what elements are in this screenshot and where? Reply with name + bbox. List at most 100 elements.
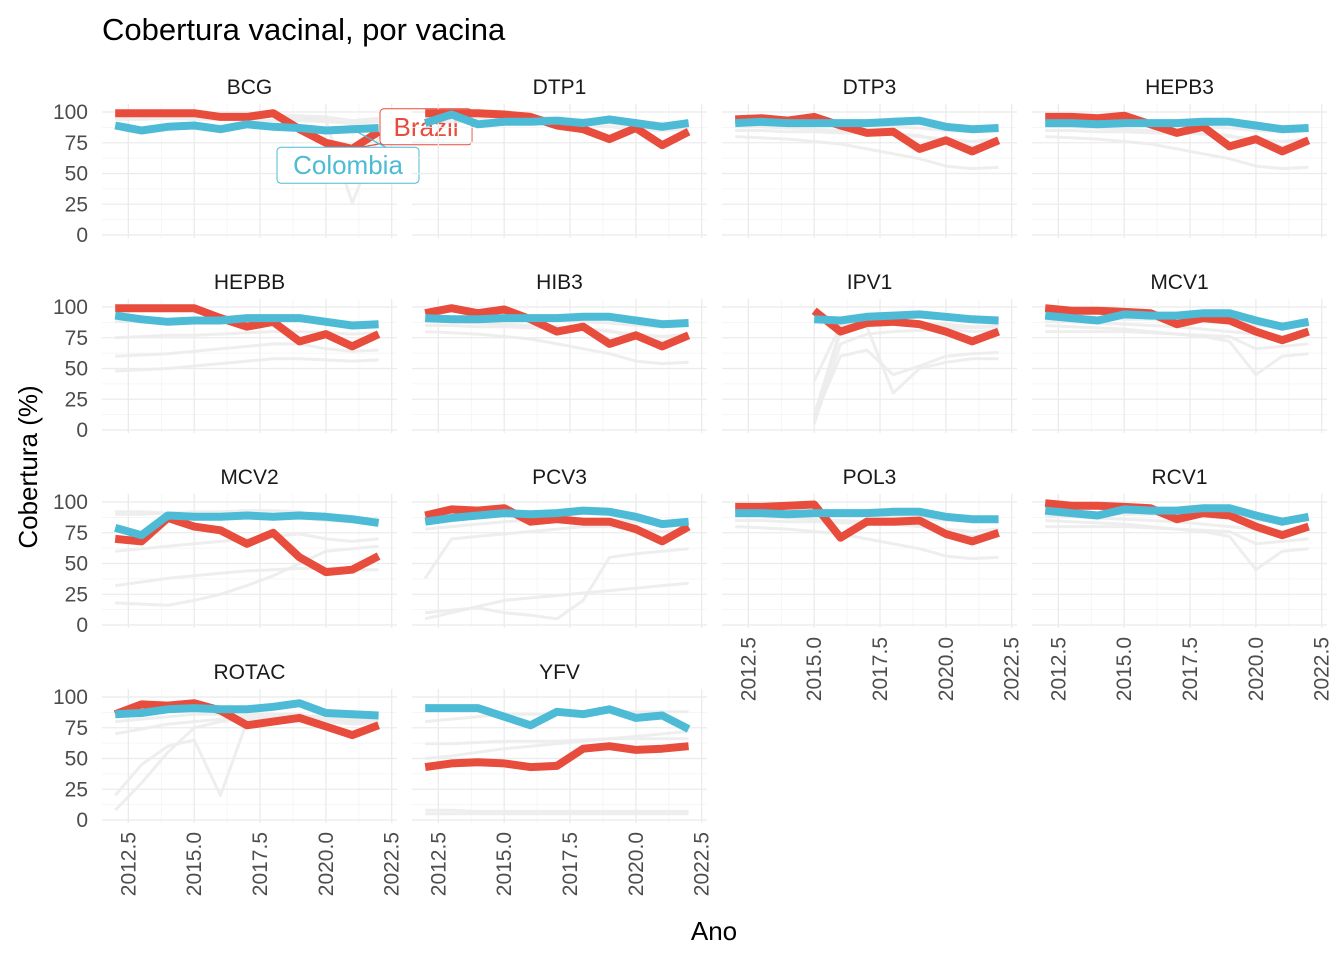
other-country-line xyxy=(114,714,379,812)
other-country-line xyxy=(115,330,379,340)
series-line-brazil xyxy=(424,742,689,772)
panel-hib3: HIB3 xyxy=(412,271,707,433)
other-country-line xyxy=(424,581,689,621)
series-line-brazil xyxy=(424,304,691,351)
panel-strip-label: RCV1 xyxy=(1151,466,1207,489)
x-tick-label: 2020.0 xyxy=(1245,637,1268,701)
panel-hepbb: HEPBB 0 25 50 75 100 xyxy=(53,271,397,442)
series-line-colombia xyxy=(425,704,691,733)
panel-pcv3: PCV3 xyxy=(412,466,707,628)
other-country-line xyxy=(425,737,689,746)
series-line-colombia xyxy=(423,110,690,131)
panel-plot-area: 2012.5 2015.0 2017.5 2020.0 2022.5 xyxy=(1032,494,1334,701)
panel-strip-label: YFV xyxy=(539,661,580,684)
panel-strip-label: PCV3 xyxy=(532,466,587,489)
panel-plot-area xyxy=(722,299,1017,433)
y-tick-label: 100 xyxy=(53,296,88,319)
other-country-line xyxy=(115,357,379,373)
x-tick-label: 2022.5 xyxy=(691,832,714,896)
series-line-brazil xyxy=(811,307,1000,346)
other-country-line xyxy=(425,808,689,813)
y-tick-label: 75 xyxy=(65,717,88,740)
series-line-colombia xyxy=(114,511,380,540)
panel-strip-label: MCV1 xyxy=(1150,271,1208,294)
y-tick-label: 25 xyxy=(65,583,88,606)
series-line-colombia xyxy=(735,507,999,524)
y-tick-label: 25 xyxy=(65,778,88,801)
y-tick-label: 50 xyxy=(65,553,88,576)
other-country-line xyxy=(115,342,379,358)
series-line-colombia xyxy=(425,312,689,329)
other-country-line xyxy=(735,525,999,561)
y-tick-label: 75 xyxy=(65,522,88,545)
y-tick-label: 50 xyxy=(65,163,88,186)
panel-rotac: ROTAC 0 25 50 75 100 2012.5 2015.0 2017.5 2020.0 2… xyxy=(53,661,404,896)
panel-plot-area: 0 25 50 75 100 2012.5 2015.0 2017.5 2020.0 2022.5 xyxy=(53,686,404,896)
panel-plot-area xyxy=(1032,299,1327,433)
panel-dtp1: DTP1 xyxy=(412,76,707,238)
x-tick-label: 2020.0 xyxy=(625,832,648,896)
x-tick-label: 2012.5 xyxy=(737,637,760,701)
series-line-brazil xyxy=(1044,304,1310,345)
series-line-colombia xyxy=(115,699,379,720)
panel-hepb3: HEPB3 xyxy=(1032,76,1327,238)
y-tick-label: 75 xyxy=(65,132,88,155)
x-tick-label: 2015.0 xyxy=(183,832,206,896)
panel-mcv2: MCV2 0 25 50 75 100 xyxy=(53,466,397,637)
series-line-colombia xyxy=(1045,117,1309,134)
other-country-line xyxy=(114,712,379,736)
x-tick-label: 2015.0 xyxy=(493,832,516,896)
x-tick-label: 2012.5 xyxy=(117,832,140,896)
other-country-line xyxy=(1045,525,1309,546)
panel-plot-area xyxy=(1032,104,1327,238)
x-tick-label: 2017.5 xyxy=(1179,637,1202,701)
panel-strip-label: DTP3 xyxy=(843,76,897,99)
other-country-line xyxy=(425,330,689,366)
other-country-line xyxy=(425,729,689,760)
other-country-line xyxy=(735,135,999,171)
x-tick-label: 2017.5 xyxy=(559,832,582,896)
y-tick-label: 0 xyxy=(76,419,88,442)
y-tick-label: 0 xyxy=(76,224,88,247)
panel-plot-area: 0 25 50 75 100 xyxy=(53,491,397,637)
y-tick-label: 100 xyxy=(53,491,88,514)
other-country-line xyxy=(425,547,689,621)
x-tick-label: 2022.5 xyxy=(1311,637,1334,701)
series-line-brazil xyxy=(115,109,381,153)
y-tick-label: 100 xyxy=(53,101,88,124)
series-line-colombia xyxy=(735,116,999,134)
panel-ipv1: IPV1 xyxy=(722,271,1017,433)
other-country-line xyxy=(115,532,379,553)
panel-strip-label: ROTAC xyxy=(214,661,286,684)
panel-strip-label: DTP1 xyxy=(533,76,587,99)
other-country-line xyxy=(812,348,999,419)
series-line-colombia xyxy=(814,310,999,325)
panel-plot-area xyxy=(412,299,707,433)
x-axis-title: Ano xyxy=(691,916,737,946)
panel-yfv: YFV 2012.5 2015.0 2017.5 2020.0 2022.5 xyxy=(412,661,714,896)
x-tick-label: 2017.5 xyxy=(249,832,272,896)
panel-strip-label: HEPB3 xyxy=(1145,76,1214,99)
panel-strip-label: BCG xyxy=(227,76,273,99)
series-line-brazil xyxy=(425,109,691,150)
panel-strip-label: IPV1 xyxy=(847,271,893,294)
y-tick-label: 0 xyxy=(76,809,88,832)
series-line-brazil xyxy=(1045,111,1311,156)
panel-dtp3: DTP3 xyxy=(722,76,1017,238)
y-tick-label: 25 xyxy=(65,193,88,216)
panel-plot-area xyxy=(412,104,707,238)
y-tick-label: 100 xyxy=(53,686,88,709)
panel-plot-area xyxy=(722,104,1017,238)
x-tick-label: 2012.5 xyxy=(1047,637,1070,701)
other-country-line xyxy=(115,712,379,724)
x-tick-label: 2012.5 xyxy=(427,832,450,896)
series-line-colombia xyxy=(424,506,689,529)
panel-strip-label: MCV2 xyxy=(220,466,278,489)
y-tick-label: 75 xyxy=(65,327,88,350)
panel-strip-label: HEPBB xyxy=(214,271,285,294)
other-country-line xyxy=(812,327,999,425)
panel-strip-label: HIB3 xyxy=(536,271,583,294)
